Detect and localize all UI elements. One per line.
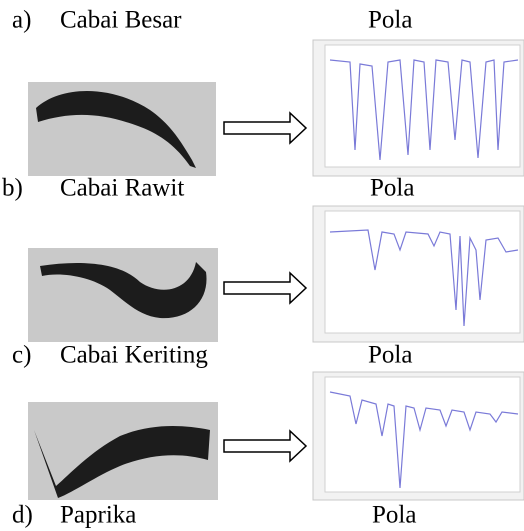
pattern-plot bbox=[312, 371, 524, 501]
label-marker: b) bbox=[2, 175, 23, 202]
chili-photo bbox=[28, 82, 216, 176]
label-name: Cabai Rawit bbox=[60, 175, 184, 202]
label-marker: c) bbox=[12, 342, 31, 369]
label-name: Cabai Keriting bbox=[60, 342, 208, 369]
label-pattern: Pola bbox=[368, 342, 412, 369]
label-marker: a) bbox=[12, 7, 31, 34]
label-pattern: Pola bbox=[370, 175, 414, 202]
label-pattern: Pola bbox=[372, 502, 416, 529]
label-name: Cabai Besar bbox=[60, 7, 182, 34]
arrow bbox=[223, 429, 308, 463]
label-marker: d) bbox=[12, 502, 33, 529]
pattern-plot bbox=[312, 39, 524, 177]
arrow bbox=[223, 271, 308, 305]
chili-photo bbox=[28, 402, 218, 500]
label-name: Paprika bbox=[60, 502, 136, 529]
chili-photo bbox=[28, 248, 218, 342]
pattern-plot bbox=[312, 205, 524, 343]
arrow bbox=[223, 111, 308, 145]
label-pattern: Pola bbox=[368, 7, 412, 34]
